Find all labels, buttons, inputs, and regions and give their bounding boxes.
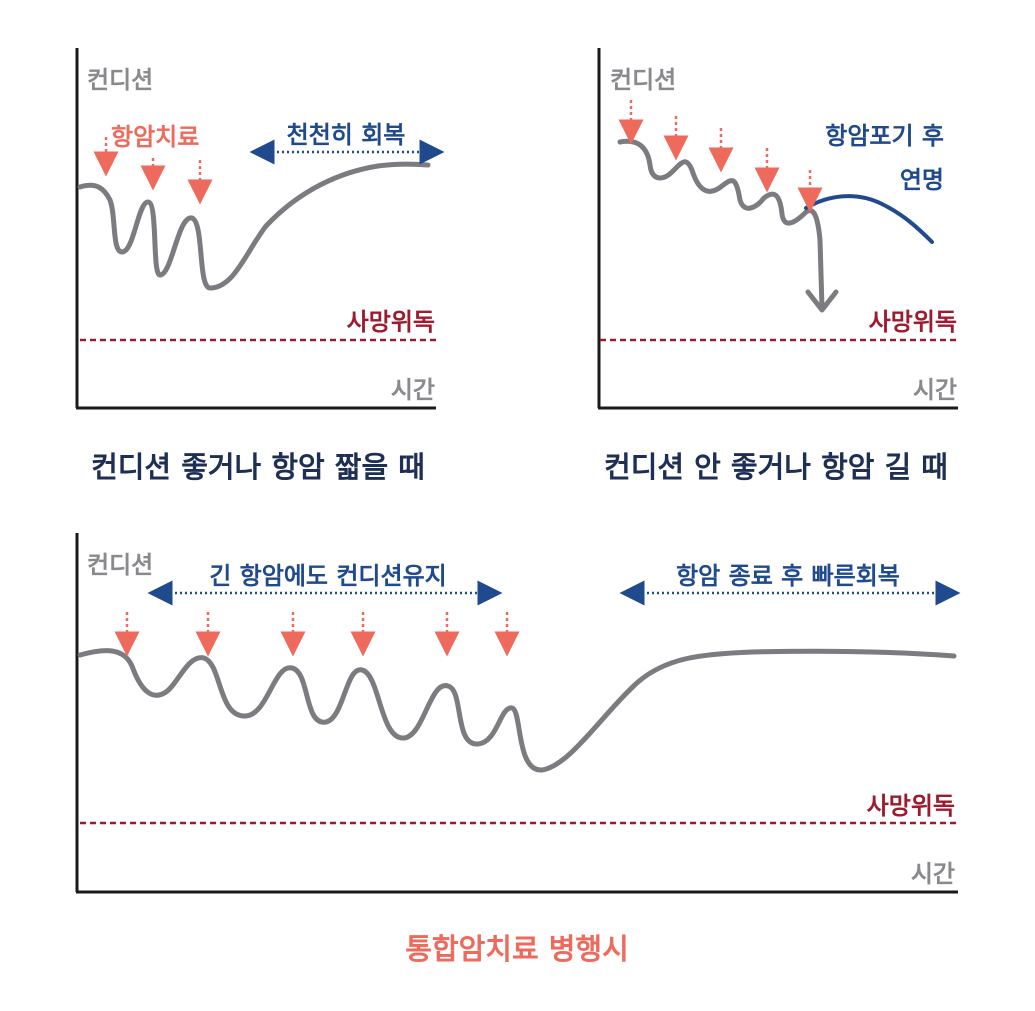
chemo-arrows [114, 612, 520, 657]
death-critical-label: 사망위독 [869, 308, 957, 336]
slow-recovery-label: 천천히 회복 [287, 121, 406, 149]
y-axis-label: 컨디션 [610, 66, 676, 94]
chemo-arrows [618, 100, 823, 213]
condition-curve [77, 161, 431, 291]
panel-caption: 컨디션 안 좋거나 항암 길 때 [604, 450, 948, 484]
stop-chemo-label: 항암포기 후 [825, 122, 944, 150]
death-critical-label: 사망위독 [867, 792, 955, 820]
decline-arrow-head [805, 289, 839, 313]
panel-caption: 통합암치료 병행시 [405, 932, 629, 966]
x-axis-label: 시간 [913, 376, 957, 404]
prolong-life-label: 연명 [900, 166, 944, 194]
condition-curve [77, 648, 957, 773]
panel-good-condition: 컨디션 시간 사망위독 항암치료 천천히 회복 컨디션 좋거나 항암 짧을 때 [75, 48, 445, 484]
x-axis-label: 시간 [911, 860, 955, 888]
condition-curve [617, 138, 825, 311]
maintain-condition-label: 긴 항암에도 컨디션유지 [209, 562, 447, 590]
chemo-label: 항암치료 [111, 123, 199, 151]
x-axis-label: 시간 [391, 376, 435, 404]
prolong-curve [804, 194, 934, 244]
y-axis-label: 컨디션 [87, 551, 153, 579]
panel-integrative-therapy: 컨디션 시간 사망위독 긴 항암에도 컨디션유지 항암 종료 후 빠른회복 통합… [75, 533, 961, 966]
y-axis-label: 컨디션 [87, 66, 153, 94]
fast-recovery-label: 항암 종료 후 빠른회복 [676, 562, 900, 590]
chemo-arrows [93, 137, 213, 205]
panel-poor-condition: 컨디션 시간 사망위독 항암포기 후 연명 컨디션 안 좋거나 항암 길 때 [597, 48, 958, 484]
panel-caption: 컨디션 좋거나 항암 짧을 때 [91, 450, 425, 484]
death-critical-label: 사망위독 [347, 308, 435, 336]
